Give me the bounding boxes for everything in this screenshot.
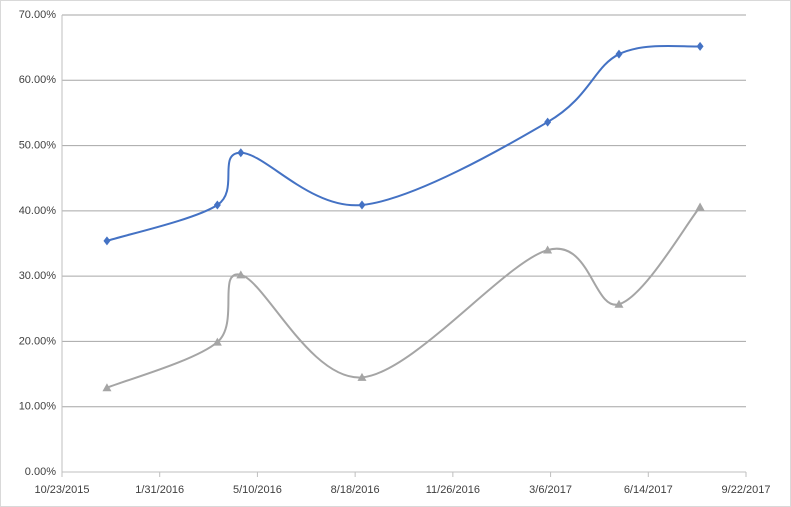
marker — [357, 372, 367, 381]
marker — [102, 383, 112, 392]
marker — [614, 299, 624, 308]
marker — [544, 117, 552, 127]
marker — [213, 200, 221, 210]
marker — [615, 49, 623, 59]
marker — [696, 41, 704, 51]
x-tick-label: 9/22/2017 — [722, 484, 771, 496]
marker — [695, 202, 705, 211]
marker — [236, 270, 246, 279]
marker — [237, 148, 245, 158]
x-tick-label: 3/6/2017 — [529, 484, 572, 496]
y-tick-label: 60.00% — [19, 74, 57, 86]
x-tick-label: 5/10/2016 — [233, 484, 282, 496]
y-tick-label: 30.00% — [19, 270, 57, 282]
y-tick-label: 0.00% — [25, 466, 56, 478]
marker — [103, 236, 111, 246]
y-tick-label: 40.00% — [19, 205, 57, 217]
marker — [212, 337, 222, 346]
x-tick-label: 10/23/2015 — [34, 484, 89, 496]
y-tick-label: 20.00% — [19, 335, 57, 347]
x-tick-label: 6/14/2017 — [624, 484, 673, 496]
y-tick-label: 70.00% — [19, 9, 57, 21]
marker — [358, 200, 366, 210]
x-tick-label: 8/18/2016 — [331, 484, 380, 496]
y-tick-label: 10.00% — [19, 401, 57, 413]
x-tick-label: 1/31/2016 — [135, 484, 184, 496]
y-tick-label: 50.00% — [19, 139, 57, 151]
x-tick-label: 11/26/2016 — [426, 484, 480, 496]
marker — [543, 245, 553, 254]
